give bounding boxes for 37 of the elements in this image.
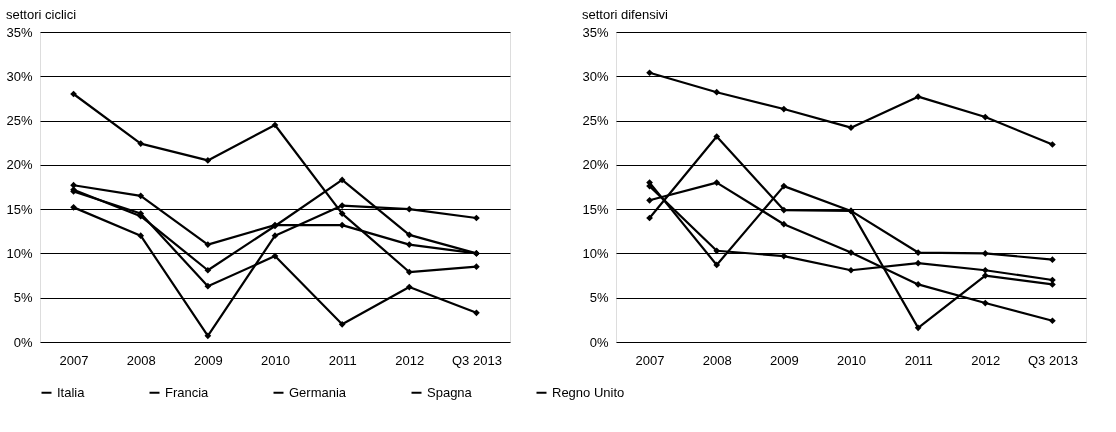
- legend-label: Spagna: [427, 384, 473, 400]
- y-tick-label: 5%: [589, 290, 609, 306]
- y-tick-label: 35%: [6, 24, 33, 40]
- x-tick-label: Q3 2013: [451, 352, 502, 368]
- y-tick-label: 20%: [6, 157, 33, 173]
- legend-label: Francia: [165, 384, 210, 400]
- y-tick-label: 15%: [6, 201, 33, 217]
- x-tick-label: 2007: [635, 352, 665, 368]
- x-tick-label: 2009: [193, 352, 223, 368]
- legend-label: Germania: [289, 384, 347, 400]
- y-tick-label: 25%: [6, 113, 33, 129]
- chart-title: settori difensivi: [581, 7, 669, 22]
- x-tick-label: 2011: [328, 352, 357, 368]
- y-tick-label: 10%: [582, 245, 609, 261]
- x-tick-label: 2009: [769, 352, 799, 368]
- legend-label: Regno Unito: [552, 384, 625, 400]
- y-tick-label: 5%: [13, 290, 33, 306]
- x-tick-label: 2012: [971, 352, 1001, 368]
- x-tick-label: 2011: [904, 352, 933, 368]
- x-tick-label: 2008: [702, 352, 732, 368]
- y-tick-label: 10%: [6, 245, 33, 261]
- y-tick-label: 0%: [589, 334, 609, 350]
- y-tick-label: 25%: [582, 113, 609, 129]
- legend-label: Italia: [57, 384, 86, 400]
- x-tick-label: 2012: [395, 352, 425, 368]
- chart-title: settori ciclici: [5, 7, 77, 22]
- y-tick-label: 30%: [582, 68, 609, 84]
- x-tick-label: 2008: [126, 352, 156, 368]
- x-tick-label: 2010: [261, 352, 290, 368]
- y-tick-label: 35%: [582, 24, 609, 40]
- y-tick-label: 20%: [582, 157, 609, 173]
- y-tick-label: 15%: [582, 201, 609, 217]
- x-tick-label: 2010: [837, 352, 866, 368]
- y-tick-label: 30%: [6, 68, 33, 84]
- x-tick-label: 2007: [59, 352, 89, 368]
- y-tick-label: 0%: [13, 334, 33, 350]
- x-tick-label: Q3 2013: [1027, 352, 1078, 368]
